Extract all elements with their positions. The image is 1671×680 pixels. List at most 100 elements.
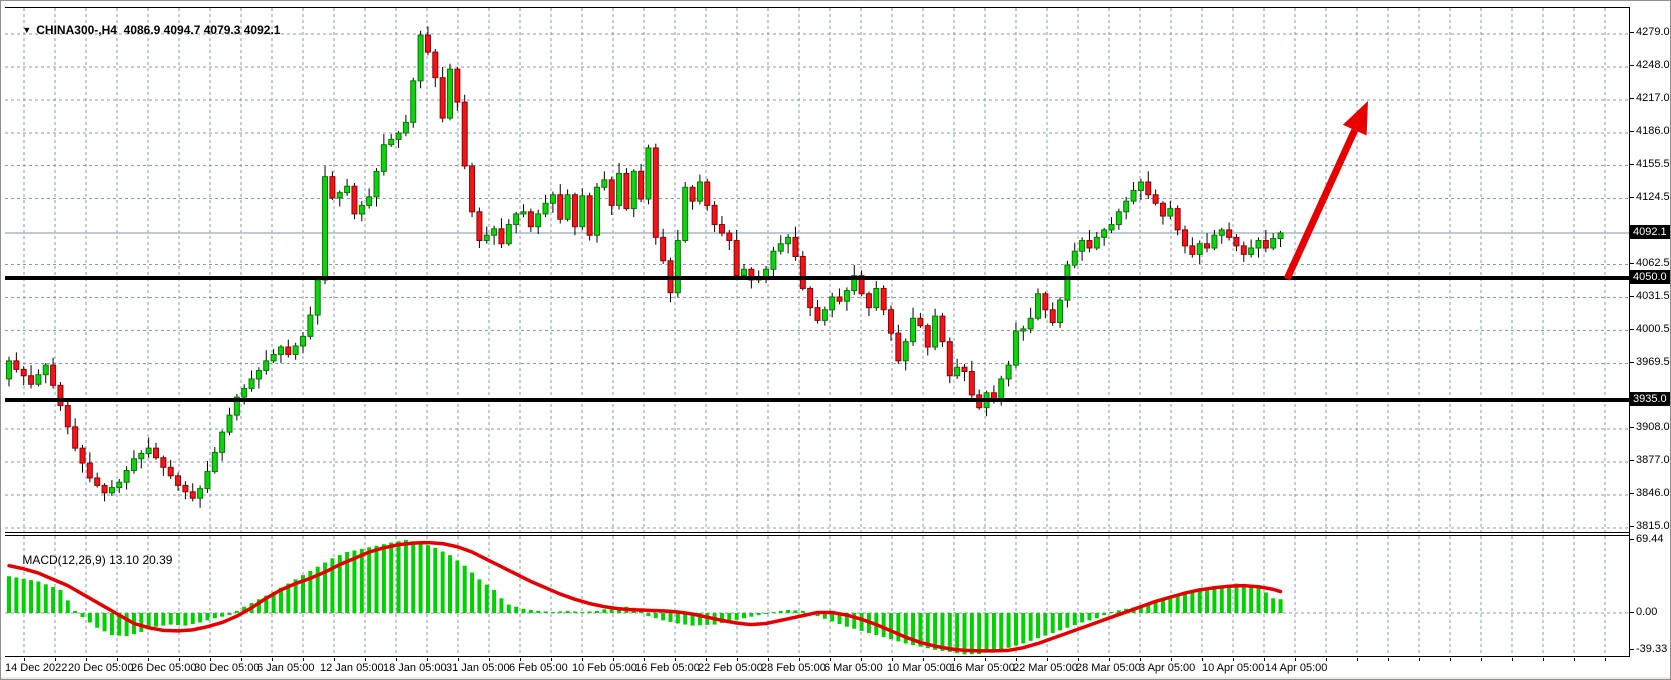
- macd-histogram-bar: [859, 613, 864, 631]
- macd-histogram-bar: [889, 613, 893, 640]
- macd-histogram-bar: [381, 544, 386, 613]
- macd-histogram-bar: [234, 610, 239, 613]
- macd-histogram-bar: [727, 613, 732, 622]
- bull-candle: [483, 234, 490, 242]
- macd-histogram-bar: [719, 613, 724, 623]
- macd-histogram-bar: [675, 613, 680, 624]
- window-bottom-edge: [1, 677, 1670, 679]
- price-axis-label: 4217.0: [1630, 92, 1670, 104]
- bull-candle: [145, 447, 152, 454]
- macd-histogram-bar: [43, 584, 48, 613]
- time-axis[interactable]: 14 Dec 2022 20 Dec 05:00 26 Dec 05:00 30 De…: [1, 658, 1670, 679]
- bear-candle: [888, 309, 894, 334]
- trend-arrow-head[interactable]: [1342, 101, 1368, 136]
- macd-histogram-bar: [1072, 613, 1077, 626]
- bull-candle: [410, 80, 417, 123]
- bull-candle: [108, 487, 115, 494]
- time-axis-label: 30 Dec 05:00: [194, 662, 260, 674]
- bear-candle: [498, 228, 505, 245]
- bear-candle: [586, 195, 593, 236]
- macd-histogram-bar: [1153, 602, 1158, 613]
- time-axis-tick: [551, 658, 552, 661]
- time-axis-tick: [1233, 658, 1234, 661]
- macd-histogram-bar: [1102, 613, 1107, 616]
- macd-histogram-bar: [65, 600, 70, 613]
- bear-candle: [1204, 243, 1211, 249]
- time-axis-label: 3 Apr 05:00: [1139, 662, 1196, 674]
- bear-candle: [865, 293, 872, 309]
- macd-bottom-border: [5, 656, 1630, 657]
- time-axis-tick: [458, 658, 459, 661]
- candlestick-chart[interactable]: [5, 8, 1629, 533]
- macd-histogram-bar: [492, 589, 497, 613]
- bear-candle: [101, 484, 108, 494]
- time-axis-tick: [1109, 658, 1110, 661]
- panel-separator-bottom[interactable]: [5, 535, 1630, 536]
- macd-histogram-bar: [315, 566, 320, 613]
- price-axis-label: 4031.5: [1630, 290, 1670, 302]
- symbol-dropdown-icon[interactable]: ▼: [22, 25, 32, 35]
- main-chart-plot[interactable]: [5, 7, 1629, 533]
- macd-histogram-bar: [991, 613, 996, 651]
- macd-histogram-bar: [403, 540, 408, 613]
- price-axis[interactable]: 4279.0 4248.0 4217.0 4186.0 4155.5 4124.5 4092…: [1629, 1, 1670, 658]
- macd-histogram-bar: [1080, 613, 1085, 623]
- bull-candle: [373, 170, 380, 198]
- macd-histogram-bar: [440, 551, 445, 613]
- bear-candle: [1152, 194, 1159, 204]
- macd-signal-value: 20.39: [142, 553, 173, 567]
- time-axis-label: 6 Feb 05:00: [509, 662, 568, 674]
- bull-candle: [579, 195, 586, 228]
- macd-histogram-bar: [73, 610, 78, 613]
- bear-candle: [13, 360, 20, 370]
- bear-candle: [1240, 245, 1247, 255]
- time-axis-tick: [1140, 658, 1141, 661]
- macd-histogram-bar: [1190, 591, 1195, 613]
- time-axis-tick: [241, 658, 242, 661]
- macd-histogram-bar: [962, 613, 967, 655]
- chart-title: ▼ CHINA300-,H4 4086.9 4094.7 4079.3 4092.…: [9, 9, 280, 51]
- time-axis-tick: [1605, 658, 1606, 661]
- bull-candle: [1005, 364, 1012, 380]
- bear-candle: [652, 147, 659, 238]
- time-axis-tick: [1171, 658, 1172, 661]
- bull-candle: [219, 431, 226, 453]
- price-axis-label: 4062.5: [1630, 257, 1670, 269]
- macd-histogram-bar: [1227, 584, 1232, 613]
- bear-candle: [189, 491, 196, 499]
- bull-candle: [1130, 190, 1137, 202]
- bear-candle: [454, 68, 461, 103]
- title-ohlc-values: 4086.9 4094.7 4079.3 4092.1: [123, 23, 281, 37]
- time-axis-tick: [1078, 658, 1079, 661]
- macd-histogram-bar: [940, 613, 945, 651]
- time-axis-tick: [1357, 658, 1358, 661]
- bull-candle: [388, 138, 395, 146]
- macd-histogram-bar: [499, 598, 504, 613]
- bear-candle: [79, 447, 86, 464]
- macd-histogram-bar: [558, 611, 563, 613]
- macd-histogram-bar: [176, 613, 181, 626]
- macd-indicator-plot[interactable]: [5, 536, 1629, 656]
- bear-candle: [182, 484, 189, 493]
- macd-histogram-bar: [587, 611, 592, 613]
- trend-arrow-shaft[interactable]: [1283, 128, 1358, 281]
- macd-histogram-bar: [1087, 613, 1092, 621]
- bull-candle: [1167, 208, 1174, 217]
- macd-histogram-bar: [1212, 587, 1217, 613]
- time-axis-tick: [1264, 658, 1265, 661]
- macd-histogram-bar: [793, 610, 798, 613]
- bull-candle: [1277, 232, 1284, 240]
- time-axis-tick: [148, 658, 149, 661]
- macd-histogram-bar: [455, 560, 460, 613]
- macd-histogram-bar: [969, 613, 974, 655]
- bear-candle: [836, 296, 843, 302]
- macd-histogram-bar: [609, 607, 614, 613]
- macd-histogram-bar: [800, 610, 805, 613]
- bull-candle: [843, 290, 850, 302]
- macd-histogram-bar: [925, 613, 930, 649]
- bear-candle: [167, 466, 174, 477]
- panel-separator-top[interactable]: [5, 532, 1630, 533]
- macd-histogram-bar: [1271, 598, 1276, 613]
- macd-histogram-bar: [1175, 596, 1180, 613]
- macd-chart[interactable]: [5, 536, 1629, 656]
